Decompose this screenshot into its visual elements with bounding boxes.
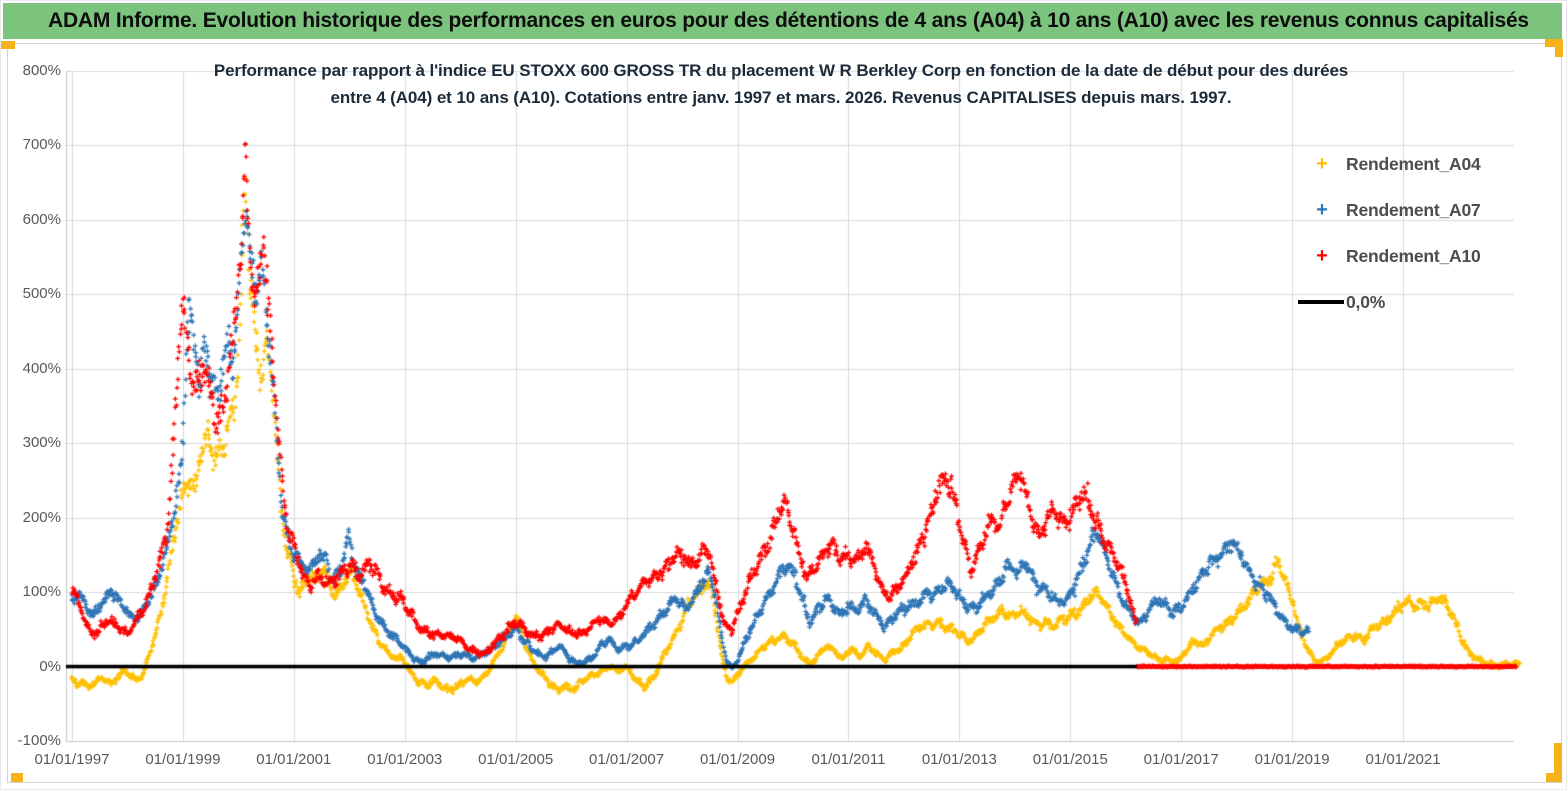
legend-label: Rendement_A10 bbox=[1346, 245, 1481, 266]
chart-title-line2: entre 4 (A04) et 10 ans (A10). Cotations… bbox=[330, 88, 1232, 107]
x-axis-label: 01/01/2001 bbox=[256, 751, 332, 768]
y-axis-label: 700% bbox=[22, 136, 61, 154]
y-axis-label: 100% bbox=[22, 583, 61, 601]
legend-item: + Rendement_A10 bbox=[1298, 233, 1518, 279]
legend-zero-line-sample bbox=[1298, 300, 1344, 304]
legend-plus-marker: + bbox=[1316, 245, 1328, 267]
y-axis-label: -100% bbox=[17, 732, 61, 749]
x-axis-label: 01/01/2009 bbox=[699, 751, 776, 768]
y-axis-label: 600% bbox=[22, 210, 61, 228]
x-axis-label: 01/01/2021 bbox=[1365, 751, 1441, 768]
gold-corner-top-left bbox=[1, 41, 15, 49]
y-axis-label: 400% bbox=[22, 359, 61, 377]
gold-corner-bottom-left bbox=[11, 773, 23, 782]
chart-title: Performance par rapport à l'indice EU ST… bbox=[71, 57, 1491, 111]
legend-plus-marker: + bbox=[1316, 199, 1328, 221]
chart-title-line1: Performance par rapport à l'indice EU ST… bbox=[213, 61, 1349, 80]
y-axis-label: 300% bbox=[22, 434, 61, 452]
y-axis-label: 800% bbox=[22, 62, 61, 80]
legend-item: + Rendement_A07 bbox=[1298, 187, 1518, 233]
legend-item: 0,0% bbox=[1298, 279, 1518, 325]
x-axis-label: 01/01/2019 bbox=[1254, 751, 1330, 768]
y-axis-label: 0% bbox=[39, 657, 61, 675]
legend-label: Rendement_A07 bbox=[1346, 199, 1481, 220]
x-axis-label: 01/01/2007 bbox=[589, 751, 665, 768]
gold-corner-bottom-right-h bbox=[1546, 773, 1562, 782]
x-axis-label: 01/01/2015 bbox=[1032, 751, 1108, 768]
gold-edge-bottom-right-v bbox=[1554, 743, 1562, 782]
legend: + Rendement_A04 + Rendement_A07 + Rendement_A… bbox=[1298, 141, 1518, 325]
legend-label: 0,0% bbox=[1346, 291, 1386, 312]
legend-label: Rendement_A04 bbox=[1346, 153, 1481, 174]
legend-plus-marker: + bbox=[1316, 153, 1328, 175]
gold-corner-top-right-v bbox=[1555, 41, 1563, 57]
x-axis-label: 01/01/2003 bbox=[367, 751, 443, 768]
x-axis-label: 01/01/2005 bbox=[478, 751, 554, 768]
x-axis-label: 01/01/1997 bbox=[34, 751, 110, 768]
gold-corner-top-right-h bbox=[1545, 39, 1563, 47]
x-axis-label: 01/01/2017 bbox=[1143, 751, 1219, 768]
x-axis-label: 01/01/2011 bbox=[811, 751, 886, 768]
y-axis-label: 500% bbox=[22, 285, 61, 303]
y-axis-label: 200% bbox=[22, 508, 61, 526]
x-axis-label: 01/01/1999 bbox=[145, 751, 221, 768]
legend-item: + Rendement_A04 bbox=[1298, 141, 1518, 187]
x-axis-label: 01/01/2013 bbox=[921, 751, 997, 768]
